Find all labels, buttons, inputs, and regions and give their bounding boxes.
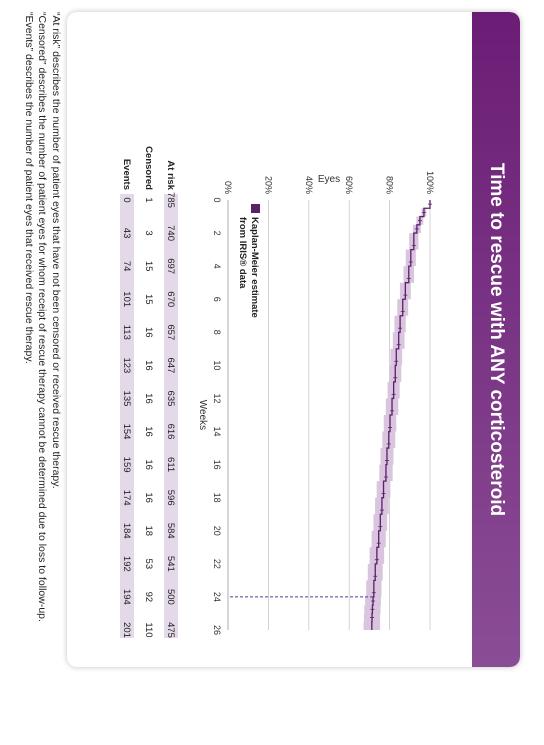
risk-table-cell: 740: [165, 225, 176, 241]
risk-table-cell: 475: [165, 622, 176, 638]
risk-table-cell: 113: [121, 325, 132, 340]
x-tick-label: 0: [212, 197, 222, 202]
km-curve: [371, 200, 431, 630]
risk-table-cell: 0: [121, 197, 132, 202]
x-tick-label: 16: [212, 460, 222, 470]
x-tick-label: 22: [212, 559, 222, 569]
footnote-censored: “Censored” describes the number of patie…: [36, 12, 49, 622]
risk-table-cell: 123: [121, 357, 132, 373]
footnote-events: “Events” describes the number of patient…: [23, 12, 35, 364]
ci-band: [363, 200, 430, 630]
risk-table-cell: 192: [121, 556, 132, 572]
axis-ticks: 0% 20% 40% 60% 80% 100%0246810121416182022242…: [197, 171, 435, 635]
risk-table-row-label: Censored: [143, 146, 154, 190]
risk-table-cell: 174: [121, 490, 132, 506]
risk-table-cell: 3: [143, 230, 154, 235]
risk-row-band: [164, 194, 178, 638]
km-curve-group: [370, 200, 432, 630]
risk-table-cell: 15: [143, 294, 154, 305]
risk-table-cell: 785: [165, 192, 176, 208]
x-tick-label: 26: [212, 625, 222, 635]
risk-table-cell: 635: [165, 391, 176, 407]
events-row-band: [120, 194, 134, 638]
x-tick-label: 6: [212, 297, 222, 302]
risk-table: At risk785740697670657647635616611596584…: [120, 146, 178, 638]
x-tick-label: 24: [212, 592, 222, 602]
risk-table-cell: 697: [165, 258, 176, 274]
x-tick-label: 18: [212, 493, 222, 503]
risk-table-cell: 184: [121, 523, 132, 539]
legend-label-line1: Kaplan-Meier estimate: [249, 217, 260, 318]
risk-table-row-label: At risk: [165, 160, 176, 190]
risk-table-cell: 584: [165, 523, 176, 539]
legend-swatch: [251, 204, 260, 213]
chart-card: Time to rescue with ANY corticosteroid 0…: [67, 12, 520, 667]
x-tick-label: 10: [212, 360, 222, 370]
risk-table-cell: 616: [165, 424, 176, 440]
risk-table-cell: 53: [143, 559, 154, 570]
footnote-at-risk: “At risk” describes the number of patien…: [50, 12, 62, 489]
risk-table-cell: 500: [165, 589, 176, 605]
y-tick-label: 60%: [344, 176, 354, 194]
risk-table-cell: 647: [165, 357, 176, 373]
risk-table-cell: 15: [143, 261, 154, 272]
risk-table-cell: 16: [143, 426, 154, 437]
legend-label-line2: from IRIS® data: [237, 217, 248, 289]
x-tick-label: 14: [212, 427, 222, 437]
x-tick-label: 12: [212, 393, 222, 403]
x-tick-label: 20: [212, 526, 222, 536]
risk-table-cell: 92: [143, 592, 154, 603]
risk-table-cell: 16: [143, 393, 154, 404]
grid-lines: [227, 200, 431, 630]
y-axis-label: Eyes: [318, 174, 340, 185]
x-tick-label: 4: [212, 264, 222, 269]
risk-table-cell: 135: [121, 391, 132, 407]
x-tick-label: 2: [212, 231, 222, 236]
confidence-band: [363, 200, 430, 630]
risk-table-cell: 194: [121, 589, 132, 605]
x-axis-label: Weeks: [197, 400, 208, 430]
risk-table-cell: 1: [143, 197, 154, 202]
risk-table-cell: 43: [121, 228, 132, 239]
risk-table-cell: 611: [165, 457, 176, 472]
chart-area: 0% 20% 40% 60% 80% 100%0246810121416182022242…: [120, 146, 435, 638]
risk-table-cell: 159: [121, 457, 132, 473]
risk-table-cell: 18: [143, 525, 154, 536]
risk-table-cell: 110: [143, 622, 154, 637]
risk-table-cell: 657: [165, 324, 176, 340]
risk-table-cell: 154: [121, 424, 132, 440]
risk-table-cell: 101: [121, 291, 132, 307]
risk-table-cell: 16: [143, 360, 154, 371]
y-tick-label: 0%: [223, 181, 233, 194]
risk-table-cell: 670: [165, 291, 176, 307]
x-tick-label: 8: [212, 330, 222, 335]
y-tick-label: 20%: [263, 176, 273, 194]
risk-table-cell: 74: [121, 261, 132, 272]
risk-table-cell: 16: [143, 492, 154, 503]
footnotes: “At risk” describes the number of patien…: [22, 12, 62, 737]
risk-table-cell: 16: [143, 459, 154, 470]
y-tick-label: 40%: [304, 176, 314, 194]
y-tick-label: 100%: [425, 171, 435, 194]
y-tick-label: 80%: [385, 176, 395, 194]
risk-table-cell: 16: [143, 327, 154, 338]
risk-table-cell: 201: [121, 622, 132, 638]
risk-table-cell: 596: [165, 490, 176, 506]
risk-table-cell: 541: [165, 556, 176, 572]
risk-table-row-label: Events: [121, 159, 132, 190]
